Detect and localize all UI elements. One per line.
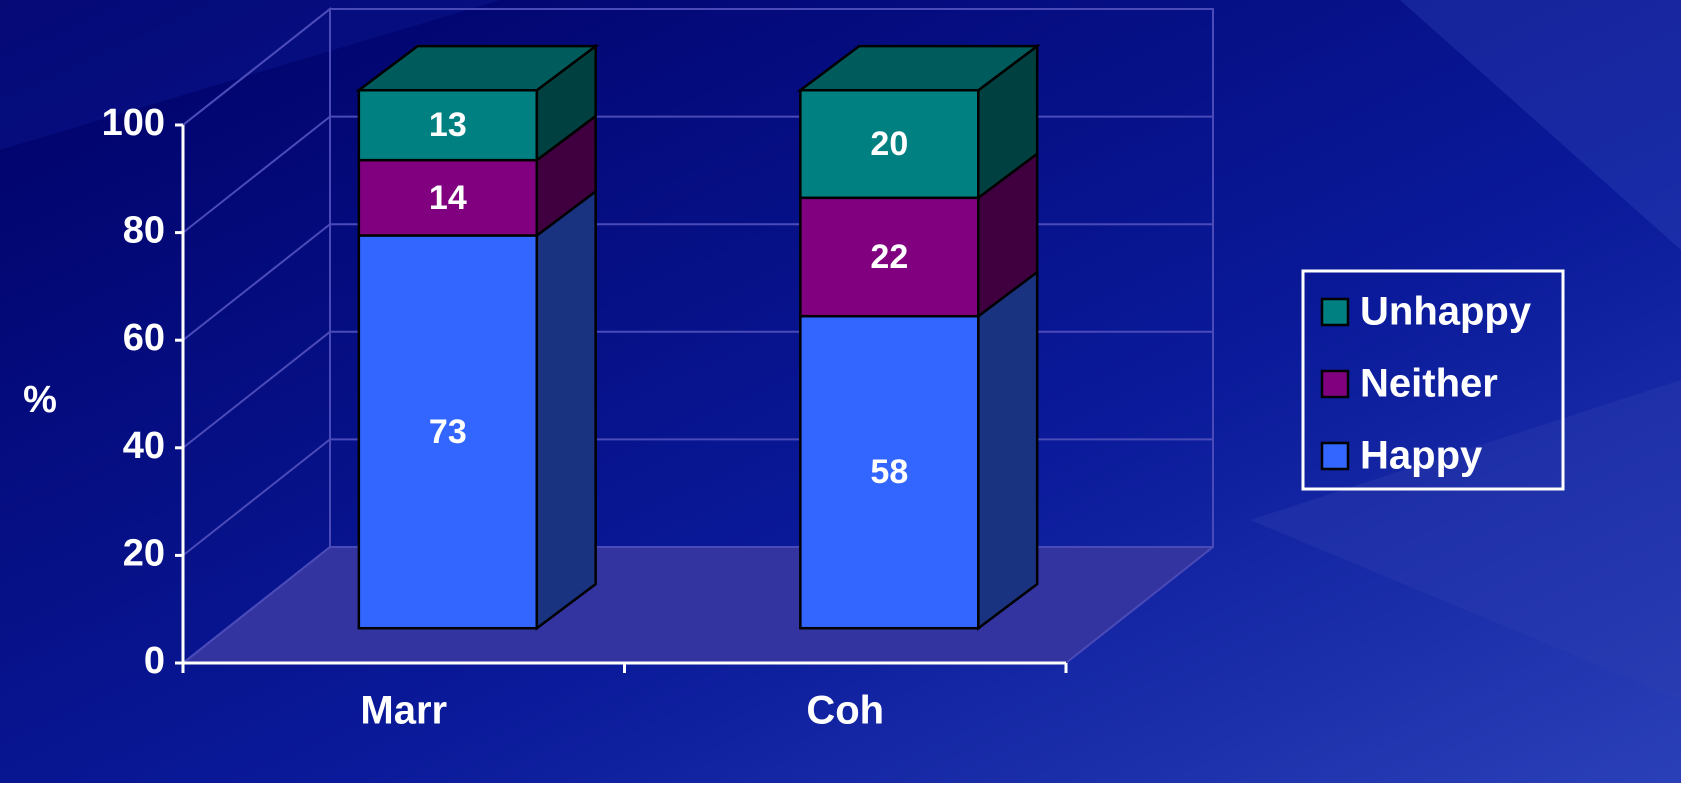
bar-segment — [799, 196, 980, 318]
background-ray — [1250, 380, 1681, 700]
y-axis-label: % — [23, 379, 57, 421]
value-label: 73 — [429, 413, 467, 451]
bar-segment — [799, 314, 980, 630]
legend-label: Happy — [1360, 434, 1483, 478]
x-tick-label: Coh — [806, 689, 884, 733]
background-ray — [1400, 0, 1681, 250]
floor-edge — [1065, 546, 1214, 664]
value-label: 22 — [870, 238, 908, 276]
value-label: 13 — [429, 106, 467, 144]
y-tick-label: 80 — [123, 210, 165, 252]
value-label: 20 — [870, 125, 908, 163]
y-tick-label: 0 — [144, 640, 165, 682]
bar-segment — [357, 158, 539, 237]
bar-segment — [799, 88, 980, 200]
legend-label: Neither — [1360, 362, 1498, 406]
grid-line — [182, 8, 1213, 126]
legend-swatch — [1320, 297, 1350, 327]
background-ray — [0, 0, 500, 150]
legend-box — [1301, 269, 1565, 491]
x-tick-label: Marr — [360, 689, 447, 733]
bar-segment — [357, 234, 539, 630]
value-label: 58 — [870, 453, 908, 491]
bar-side — [535, 188, 597, 631]
y-tick-label: 20 — [123, 532, 165, 574]
legend-swatch — [1320, 441, 1350, 471]
y-tick-label: 40 — [123, 425, 165, 467]
y-tick-label: 60 — [123, 317, 165, 359]
legend-swatch — [1320, 369, 1350, 399]
value-label: 14 — [429, 179, 467, 217]
bar-side — [977, 269, 1039, 631]
floor — [183, 547, 1213, 663]
bar-top — [355, 44, 600, 92]
plot-area: 0 20 40 60 80 100 Marr 73 14 13 Coh 58 22 20 Unhappy Ne… — [102, 6, 1565, 733]
y-tick-label: 100 — [102, 102, 165, 144]
bar-top — [796, 44, 1041, 92]
legend-label: Unhappy — [1360, 290, 1532, 334]
